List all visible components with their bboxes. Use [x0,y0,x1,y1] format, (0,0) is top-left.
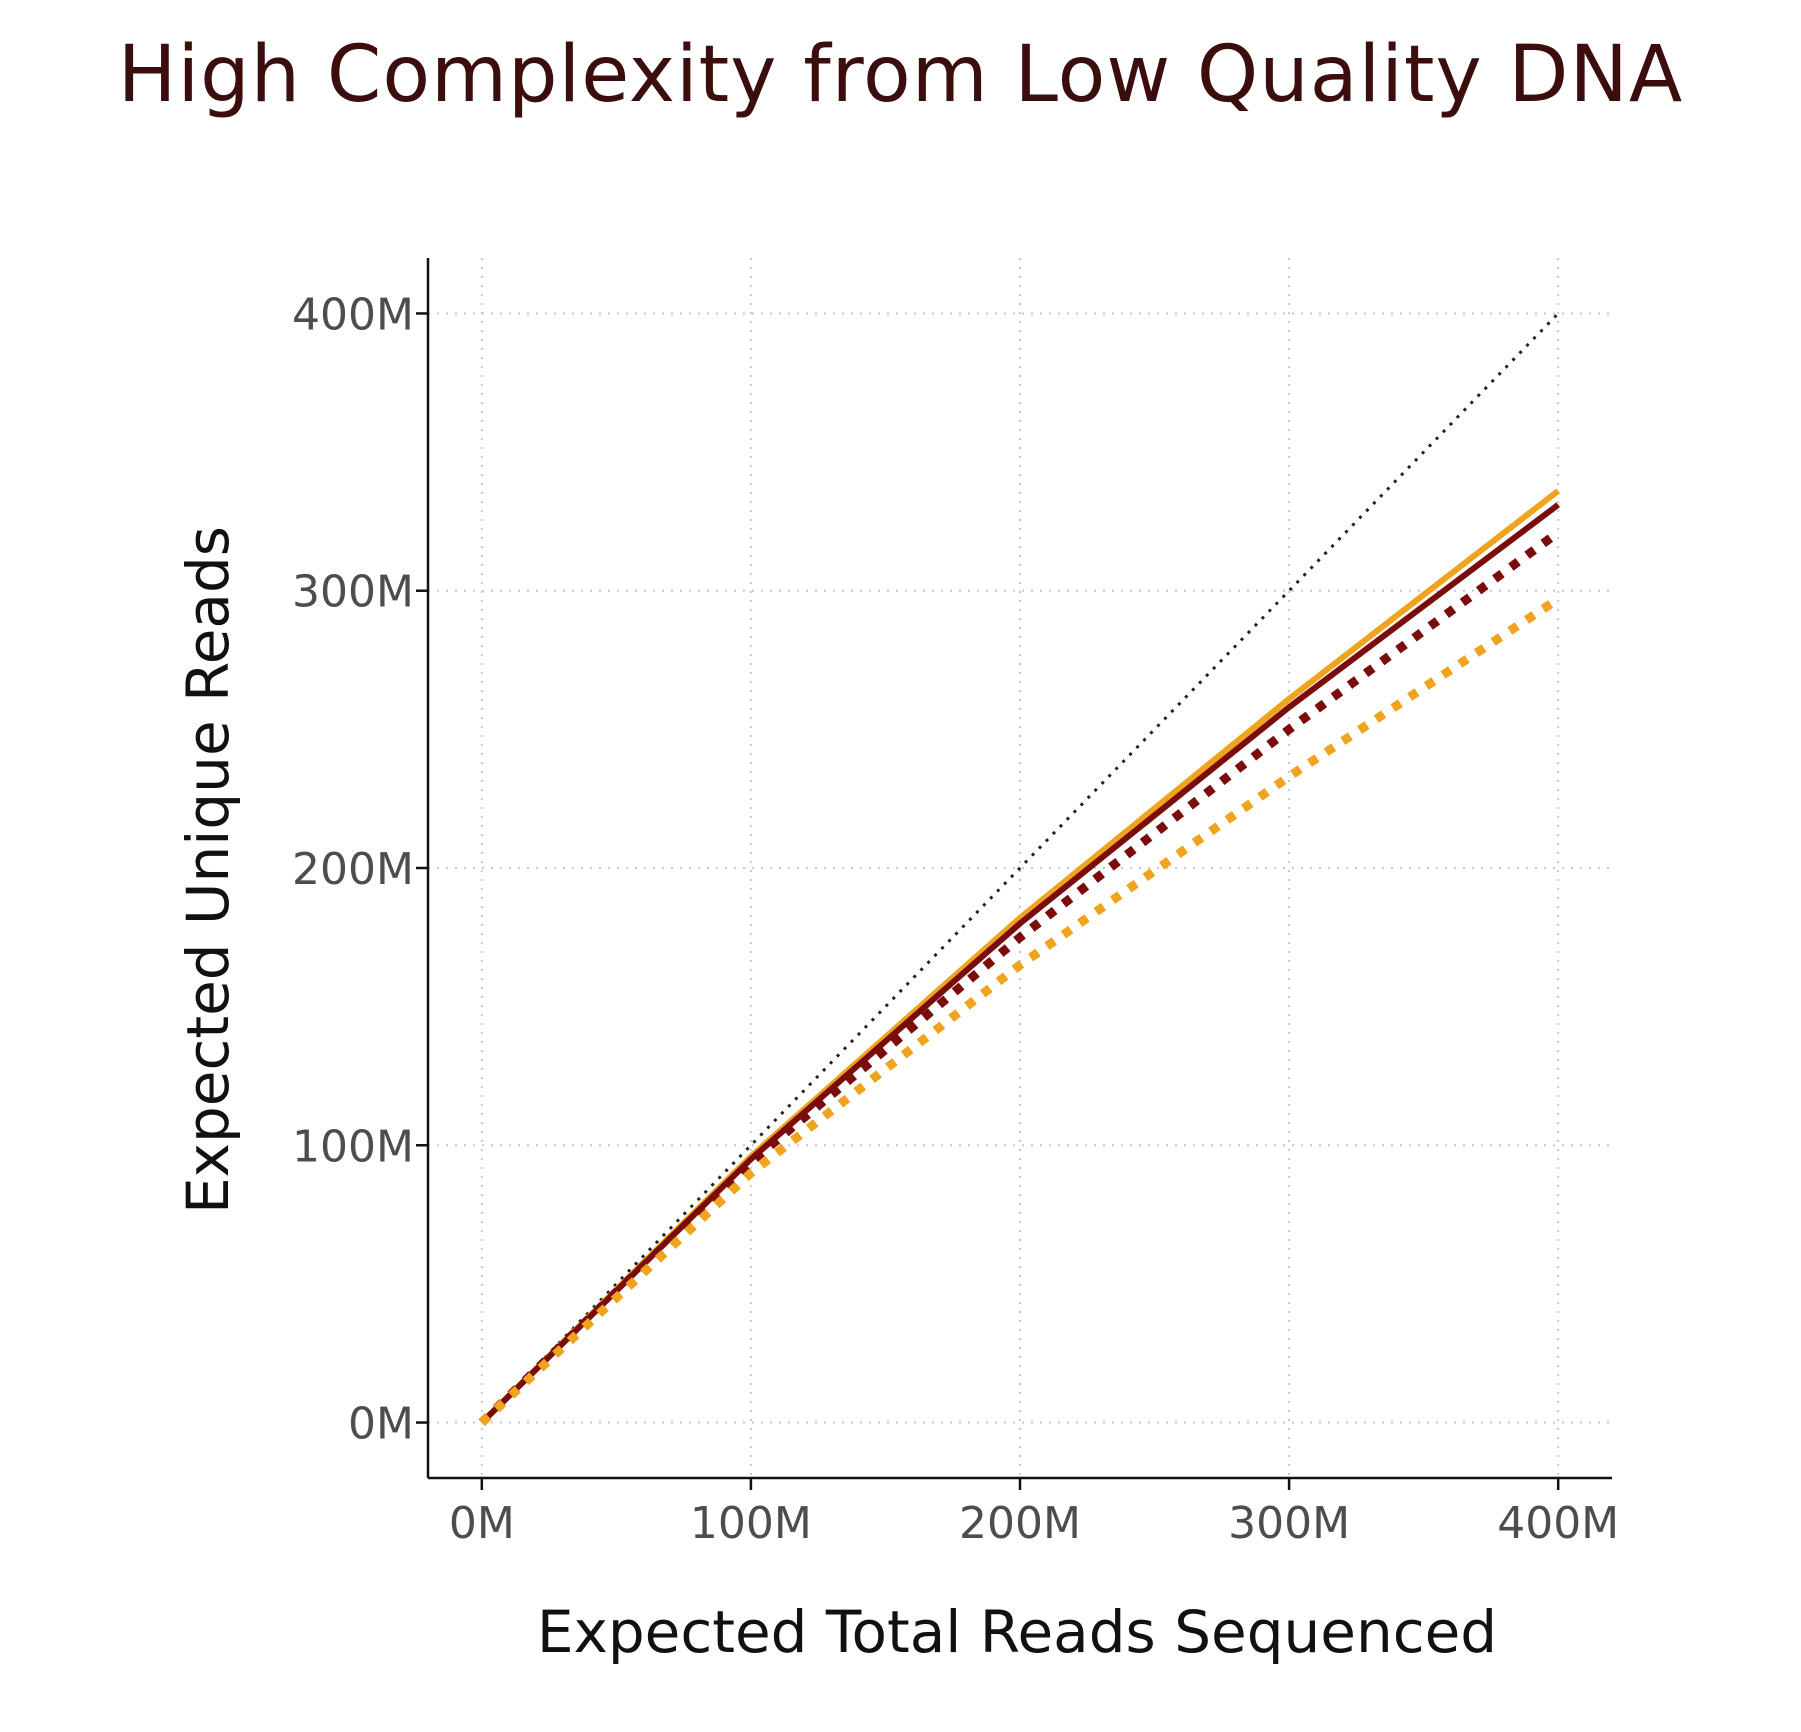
y-tick-label: 300M [292,567,414,618]
chart-title: High Complexity from Low Quality DNA [117,30,1684,120]
y-tick-label: 200M [292,844,414,895]
x-tick-label: 200M [959,1498,1081,1549]
x-tick-label: 400M [1497,1498,1619,1549]
series-line-1 [480,312,1560,1424]
y-tick-label: 100M [292,1121,414,1172]
x-tick-label: 100M [690,1498,812,1549]
series-line-4 [478,528,1561,1426]
y-tick-label: 0M [348,1399,414,1450]
x-tick-label: 0M [449,1498,515,1549]
y-axis-title: Expected Unique Reads [174,526,242,1214]
series-line-2 [479,488,1561,1425]
axes [416,258,1612,1490]
series-lines [478,312,1561,1426]
tick-labels: 0M 100M 200M 300M 400M 0M 100M 200M 300M 400M [292,289,1619,1549]
x-axis-title: Expected Total Reads Sequenced [537,1598,1497,1666]
x-tick-label: 300M [1228,1498,1350,1549]
series-line-3 [479,502,1560,1425]
y-tick-label: 400M [292,289,414,340]
series-line-5 [478,595,1561,1426]
